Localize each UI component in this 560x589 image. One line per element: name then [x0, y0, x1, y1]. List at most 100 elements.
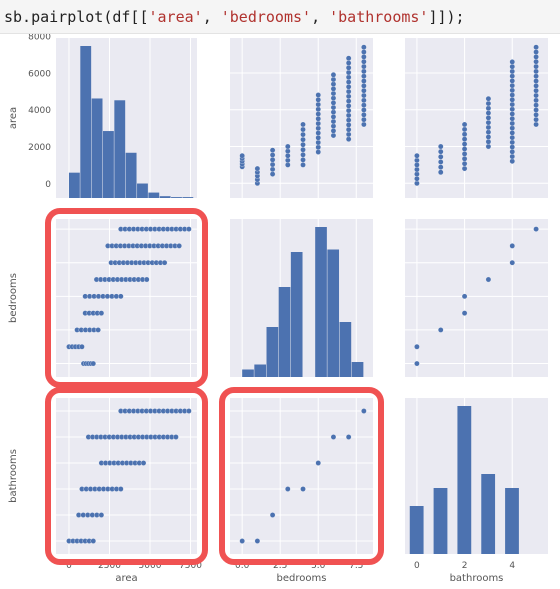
point-area-vs-bathrooms: [461, 160, 468, 167]
point-area-vs-bedrooms: [345, 74, 352, 81]
pairplot-grid: 0200040006000800002468012345areabedrooms…: [8, 34, 548, 584]
point-area-vs-bedrooms: [330, 72, 337, 78]
point-area-vs-bedrooms: [285, 162, 291, 168]
point-area-vs-bedrooms: [345, 117, 352, 123]
panel-area-vs-bathrooms: [405, 35, 548, 198]
point-bathrooms-vs-bedrooms: [269, 512, 276, 518]
histogram-bar-bedrooms: [351, 362, 364, 377]
point-bedrooms-vs-area: [144, 276, 150, 283]
point-area-vs-bathrooms: [533, 92, 539, 99]
point-area-vs-bedrooms: [361, 116, 367, 123]
point-area-vs-bedrooms: [330, 114, 337, 120]
point-area-vs-bedrooms: [345, 60, 352, 66]
point-area-vs-bedrooms: [285, 148, 291, 154]
point-area-vs-bathrooms: [533, 83, 539, 89]
point-bedrooms-vs-bathrooms: [414, 343, 420, 350]
point-bathrooms-vs-area: [140, 460, 147, 466]
point-area-vs-bedrooms: [330, 128, 337, 134]
panel-background: [230, 398, 373, 554]
y-axis-label-bedrooms: bedrooms: [8, 273, 19, 323]
point-bedrooms-vs-bathrooms: [509, 259, 515, 266]
point-bathrooms-vs-bedrooms: [254, 538, 261, 544]
x-tick-label-area: 0: [66, 561, 72, 571]
x-tick-label-bedrooms: 2.5: [273, 561, 287, 571]
point-area-vs-bathrooms: [533, 63, 539, 70]
point-bathrooms-vs-bedrooms: [300, 486, 306, 492]
x-tick-label-bedrooms: 5.0: [311, 561, 326, 571]
histogram-bar-bedrooms: [290, 252, 303, 377]
point-area-vs-bedrooms: [330, 109, 337, 115]
point-area-vs-bedrooms: [361, 87, 367, 94]
point-bedrooms-vs-area: [161, 259, 168, 266]
point-bedrooms-vs-area: [98, 310, 105, 316]
point-area-vs-bedrooms: [315, 106, 321, 113]
point-area-vs-bathrooms: [533, 44, 539, 50]
point-area-vs-bathrooms: [485, 129, 492, 135]
panel-bedrooms-vs-area: [56, 219, 197, 377]
point-area-vs-bathrooms: [414, 175, 420, 182]
panel-bathrooms-vs-area: [56, 398, 197, 554]
point-area-vs-bathrooms: [485, 95, 492, 102]
point-area-vs-bedrooms: [330, 104, 337, 111]
x-tick-label-area: 7500: [179, 561, 202, 571]
histogram-bar-bedrooms: [254, 364, 267, 377]
code-arg-bathrooms: 'bathrooms': [329, 8, 429, 26]
point-area-vs-bathrooms: [509, 59, 515, 65]
y-axis-label-bathrooms: bathrooms: [8, 449, 19, 503]
point-area-vs-bedrooms: [300, 157, 306, 163]
point-area-vs-bedrooms: [361, 73, 367, 79]
point-area-vs-bathrooms: [509, 73, 515, 79]
x-tick-label-bathrooms: 2: [462, 561, 468, 571]
point-area-vs-bathrooms: [485, 124, 492, 131]
point-bathrooms-vs-area: [173, 434, 179, 440]
point-area-vs-bathrooms: [461, 131, 468, 137]
code-arg-bedrooms: 'bedrooms': [220, 8, 312, 26]
point-area-vs-bathrooms: [414, 180, 420, 187]
histogram-bar-area: [68, 172, 80, 198]
x-axis-label-area: area: [115, 573, 137, 584]
x-tick-label-bathrooms: 4: [509, 561, 515, 571]
point-area-vs-bedrooms: [285, 152, 291, 159]
point-bedrooms-vs-bathrooms: [533, 226, 539, 232]
point-area-vs-bedrooms: [330, 132, 337, 139]
point-area-vs-bathrooms: [437, 143, 444, 150]
code-suffix: ]]);: [428, 8, 465, 26]
histogram-bar-area: [171, 197, 182, 198]
point-area-vs-bedrooms: [315, 97, 321, 103]
point-bathrooms-vs-bedrooms: [345, 434, 352, 440]
point-area-vs-bathrooms: [485, 100, 492, 107]
panel-background: [56, 219, 197, 377]
point-bathrooms-vs-bedrooms: [315, 460, 321, 466]
point-area-vs-bathrooms: [414, 166, 420, 173]
point-area-vs-bedrooms: [300, 162, 306, 168]
point-bedrooms-vs-bathrooms: [461, 293, 468, 300]
point-area-vs-bathrooms: [485, 110, 492, 116]
histogram-bar-area: [137, 183, 148, 198]
highlight-box-bathrooms-vs-bedrooms: [219, 387, 384, 565]
point-area-vs-bathrooms: [509, 139, 515, 146]
point-area-vs-bedrooms: [361, 54, 367, 60]
point-area-vs-bedrooms: [269, 171, 276, 177]
point-area-vs-bathrooms: [485, 115, 492, 121]
histogram-bar-bathrooms: [409, 506, 424, 554]
point-bathrooms-vs-bedrooms: [285, 486, 291, 492]
y-axis-label-area: area: [8, 107, 19, 129]
x-axis-label-bedrooms: bedrooms: [277, 573, 327, 584]
point-area-vs-bathrooms: [533, 97, 539, 104]
point-area-vs-bathrooms: [461, 141, 468, 147]
point-area-vs-bathrooms: [533, 121, 539, 128]
point-bedrooms-vs-area: [176, 243, 182, 249]
point-area-vs-bedrooms: [315, 120, 321, 127]
point-area-vs-bathrooms: [414, 157, 420, 164]
point-area-vs-bathrooms: [533, 68, 539, 75]
point-area-vs-bedrooms: [361, 92, 367, 99]
point-area-vs-bedrooms: [345, 98, 352, 104]
histogram-bar-bathrooms: [457, 406, 472, 554]
x-tick-label-bedrooms: 7.5: [349, 561, 363, 571]
point-bathrooms-vs-bedrooms: [239, 538, 245, 544]
point-area-vs-bedrooms: [361, 121, 367, 128]
point-area-vs-bedrooms: [315, 116, 321, 122]
point-area-vs-bathrooms: [509, 144, 515, 150]
point-area-vs-bedrooms: [361, 97, 367, 104]
point-area-vs-bathrooms: [437, 148, 444, 155]
